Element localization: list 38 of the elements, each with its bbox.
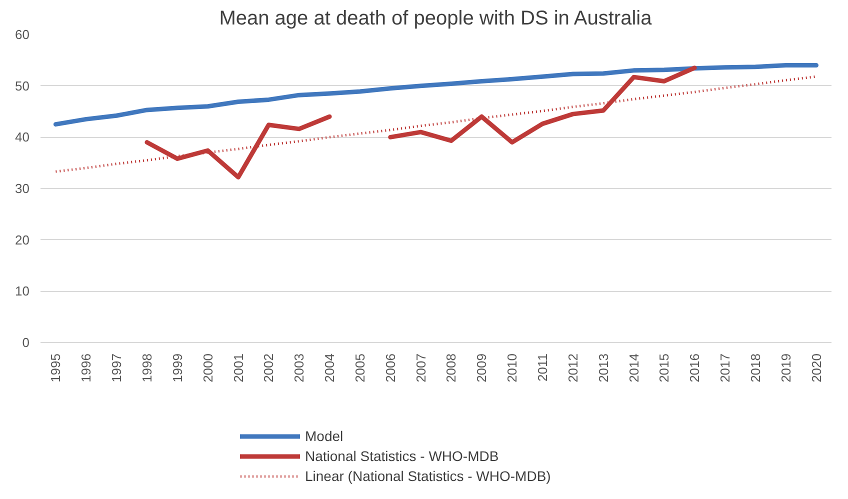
x-tick-label: 2018 [748,354,763,382]
x-tick-label: 2016 [687,354,702,382]
x-tick-label: 2020 [808,354,824,382]
y-tick-label: 60 [15,27,30,42]
x-tick-label: 2005 [352,354,368,382]
legend-label: National Statistics - WHO-MDB [305,447,499,465]
y-tick-label: 40 [15,130,30,145]
x-tick-label: 1999 [170,354,185,382]
x-tick-label: 2006 [382,354,398,382]
x-tick-label: 2002 [261,354,276,382]
x-tick-label: 2003 [292,354,307,382]
x-tick-label: 2001 [230,354,246,382]
x-tick-label: 2010 [504,354,520,382]
legend-label: Linear (National Statistics - WHO-MDB) [305,467,551,485]
y-tick-label: 30 [15,181,30,196]
x-tick-label: 1996 [78,354,94,382]
line-series [53,63,819,127]
x-tick-label: 2007 [413,354,428,382]
x-tick-label: 2013 [596,354,611,382]
x-tick-label: 1998 [139,354,154,382]
x-tick-label: 2019 [778,354,794,382]
x-tick-label: 2009 [474,354,490,382]
y-tick-label: 20 [15,232,30,248]
x-tick-label: 2015 [656,354,672,382]
y-tick-label: 0 [22,335,30,350]
x-tick-label: 2004 [322,354,338,382]
x-tick-label: 2011 [534,353,550,382]
x-tick-label: 2000 [200,354,216,382]
x-tick-label: 1997 [109,354,124,382]
x-tick-label: 2017 [718,354,733,382]
chart-title: Mean age at death of people with DS in Australia [219,8,653,30]
x-tick-label: 2008 [444,354,459,382]
y-tick-label: 10 [15,284,30,299]
legend-label: Model [305,427,344,445]
x-tick-label: 2012 [565,354,580,382]
y-tick-label: 50 [15,78,30,94]
x-tick-label: 2014 [626,354,642,382]
x-tick-label: 1995 [48,354,64,382]
